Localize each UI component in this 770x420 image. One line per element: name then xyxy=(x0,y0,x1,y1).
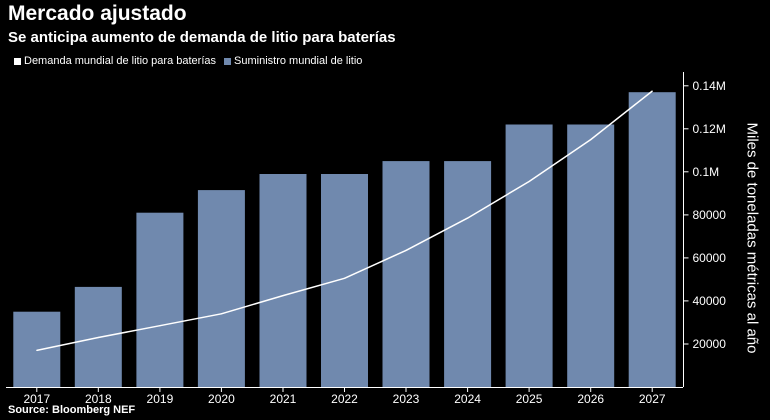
legend-label-supply: Suministro mundial de litio xyxy=(234,55,363,67)
x-tick-label-2021: 2021 xyxy=(270,392,297,406)
point-demand-2023 xyxy=(405,249,407,251)
y-tick-label-20000: 20000 xyxy=(693,337,727,351)
point-demand-2017 xyxy=(36,349,38,351)
bar-supply-2025 xyxy=(505,124,553,387)
legend-swatch-demand xyxy=(14,57,21,65)
point-demand-2018 xyxy=(97,336,99,339)
x-tick-label-2024: 2024 xyxy=(454,392,481,406)
x-tick-label-2020: 2020 xyxy=(208,392,235,406)
chart-source: Source: Bloomberg NEF xyxy=(8,404,136,416)
point-demand-2022 xyxy=(343,277,346,279)
y-tick-label-60000: 60000 xyxy=(693,251,727,265)
chart-title: Mercado ajustado xyxy=(8,2,187,25)
y-tick-label-100000: 0.1M xyxy=(693,165,720,179)
x-tick-label-2022: 2022 xyxy=(331,392,358,406)
legend-item-demand: Demanda mundial de litio para baterías xyxy=(14,55,216,67)
y-tick-label-140000: 0.14M xyxy=(693,79,726,93)
y-tick-label-80000: 80000 xyxy=(693,208,727,222)
bar-supply-2023 xyxy=(382,161,430,387)
point-demand-2019 xyxy=(159,325,161,327)
y-tick-label-120000: 0.12M xyxy=(693,122,726,136)
bar-supply-2024 xyxy=(444,161,492,387)
bar-supply-2019 xyxy=(136,212,184,387)
legend-label-demand: Demanda mundial de litio para baterías xyxy=(24,55,217,67)
legend-swatch-supply xyxy=(224,57,232,65)
point-demand-2025 xyxy=(528,180,530,183)
legend-item-supply: Suministro mundial de litio xyxy=(224,55,362,67)
chart-subtitle: Se anticipa aumento de demanda de litio … xyxy=(8,29,396,46)
bar-supply-2017 xyxy=(13,311,61,387)
chart-legend: Demanda mundial de litio para baterías S… xyxy=(14,55,362,67)
bar-supply-2027 xyxy=(628,92,676,387)
bar-supply-2020 xyxy=(197,190,245,387)
bar-supply-2026 xyxy=(567,124,615,387)
x-tick-label-2018: 2018 xyxy=(85,392,112,406)
y-axis-label: Miles de toneladas métricas al año xyxy=(743,122,761,354)
x-tick-label-2019: 2019 xyxy=(147,392,174,406)
point-demand-2024 xyxy=(467,217,469,219)
x-tick-label-2017: 2017 xyxy=(23,392,50,406)
point-demand-2026 xyxy=(590,139,592,141)
point-demand-2027 xyxy=(651,90,653,92)
bar-supply-2021 xyxy=(259,174,307,387)
x-tick-label-2026: 2026 xyxy=(577,392,604,406)
bar-supply-2022 xyxy=(321,174,368,387)
x-tick-label-2023: 2023 xyxy=(393,392,420,406)
x-tick-label-2027: 2027 xyxy=(639,392,666,406)
y-tick-label-40000: 40000 xyxy=(693,294,727,308)
point-demand-2021 xyxy=(282,295,284,297)
x-tick-label-2025: 2025 xyxy=(516,392,543,406)
point-demand-2020 xyxy=(220,313,222,315)
